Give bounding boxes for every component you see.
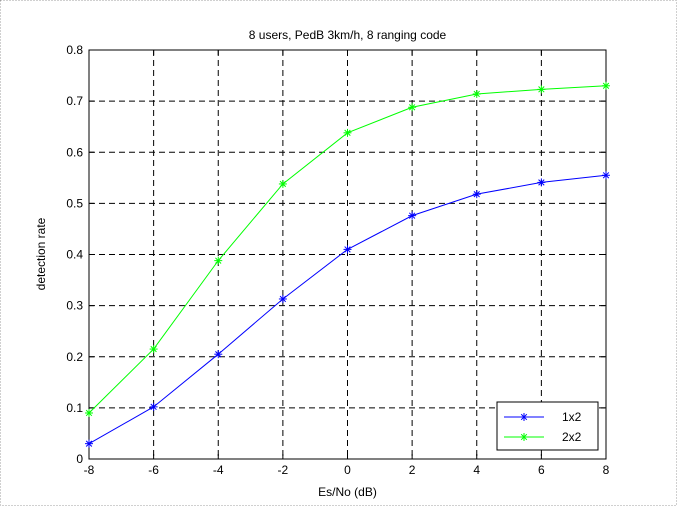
data-point-marker	[537, 85, 546, 94]
x-tick-label: -2	[278, 463, 289, 477]
legend-label: 1x2	[562, 410, 582, 424]
y-tick-label: 0.3	[66, 299, 83, 313]
axis-ticks: -8 -6 -4 -2 0 2 4 6 8 0 0.1 0.2 0.3 0.4 0.5 0.6 0.7 0.8	[66, 43, 609, 477]
data-point-marker	[278, 294, 287, 303]
data-point-marker	[214, 350, 223, 359]
x-tick-label: -6	[148, 463, 159, 477]
x-tick-label: 2	[409, 463, 416, 477]
data-point-marker	[343, 245, 352, 254]
legend-item-2x2: 2x2	[504, 430, 582, 444]
legend-item-1x2: 1x2	[504, 410, 582, 424]
data-point-marker	[149, 402, 158, 411]
y-tick-label: 0	[76, 452, 83, 466]
y-tick-label: 0.1	[66, 401, 83, 415]
x-tick-label: -4	[213, 463, 224, 477]
data-point-marker	[472, 89, 481, 98]
grid	[89, 50, 606, 459]
series-2x2	[85, 81, 610, 417]
chart-title: 8 users, PedB 3km/h, 8 ranging code	[249, 28, 447, 42]
data-point-marker	[408, 211, 417, 220]
data-point-marker	[537, 178, 546, 187]
data-point-marker	[149, 345, 158, 354]
x-tick-label: 6	[538, 463, 545, 477]
data-point-marker	[214, 256, 223, 265]
data-point-marker	[520, 413, 528, 421]
x-axis-label: Es/No (dB)	[318, 485, 377, 499]
data-point-marker	[520, 433, 528, 441]
y-axis-label: detection rate	[34, 217, 48, 290]
data-point-marker	[602, 81, 610, 90]
y-tick-label: 0.7	[66, 94, 83, 108]
y-tick-label: 0.4	[66, 248, 83, 262]
data-point-marker	[85, 408, 93, 417]
x-tick-label: 4	[473, 463, 480, 477]
data-point-marker	[85, 439, 93, 448]
data-point-marker	[408, 103, 417, 112]
series-1x2	[85, 171, 610, 448]
data-point-marker	[472, 190, 481, 199]
y-tick-label: 0.6	[66, 145, 83, 159]
x-tick-label: -8	[84, 463, 95, 477]
x-tick-label: 8	[603, 463, 610, 477]
data-point-marker	[343, 128, 352, 137]
x-tick-label: 0	[344, 463, 351, 477]
legend-label: 2x2	[562, 430, 582, 444]
series-group	[85, 81, 610, 448]
y-tick-label: 0.5	[66, 196, 83, 210]
legend-box	[496, 401, 599, 451]
data-point-marker	[602, 171, 610, 180]
data-point-marker	[278, 179, 287, 188]
y-tick-label: 0.8	[66, 43, 83, 57]
y-tick-label: 0.2	[66, 350, 83, 364]
